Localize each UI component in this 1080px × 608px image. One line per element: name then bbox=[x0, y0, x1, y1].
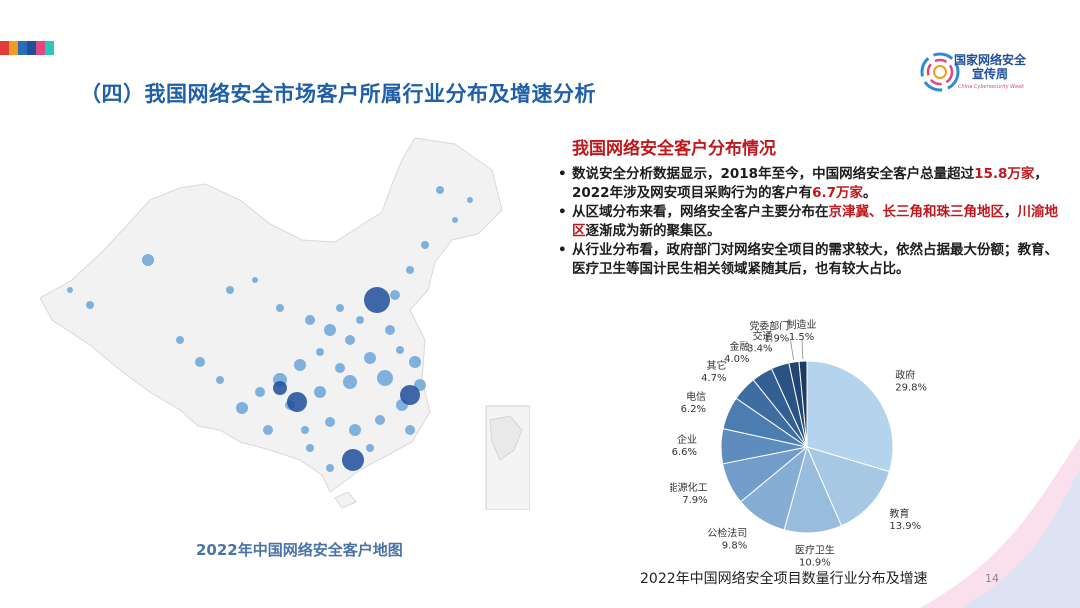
logo-line-1: 国家网络安全 bbox=[953, 53, 1026, 67]
decorative-color-bar bbox=[0, 41, 54, 55]
leader-line bbox=[790, 340, 794, 361]
decorative-swoosh bbox=[920, 438, 1080, 608]
bullet-text: 。 bbox=[863, 185, 877, 201]
bullet-list: • 数说安全分析数据显示，2018年至今，中国网络安全客户总量超过15.8万家，… bbox=[558, 165, 1058, 279]
slice-label: 能源化工 bbox=[670, 481, 708, 494]
bullet-dot-icon: • bbox=[558, 204, 567, 220]
slice-label: 公检法司 bbox=[707, 526, 747, 539]
china-map-outline bbox=[39, 137, 503, 493]
logo-ring-icon bbox=[920, 52, 960, 92]
slice-value: 9.8% bbox=[722, 540, 747, 551]
highlight-regions: 京津冀、长三角和珠三角地区 bbox=[828, 204, 1005, 220]
bullet-text: 从区域分布来看，网络安全客户主要分布在 bbox=[572, 204, 829, 220]
slice-value: 3.4% bbox=[747, 344, 772, 355]
slice-label: 电信 bbox=[686, 390, 706, 403]
leader-line bbox=[801, 339, 804, 360]
hainan-island bbox=[334, 491, 357, 509]
major-hub-bubbles bbox=[273, 287, 420, 471]
bullet-dot-icon: • bbox=[558, 166, 567, 182]
slice-value: 29.8% bbox=[895, 382, 927, 393]
section-title: 我国网络安全客户分布情况 bbox=[572, 139, 776, 159]
slice-value: 4.7% bbox=[701, 373, 726, 384]
pie-slices bbox=[720, 360, 894, 534]
customer-bubbles bbox=[67, 186, 473, 472]
deco-block bbox=[9, 41, 18, 55]
slice-value: 6.6% bbox=[672, 447, 697, 458]
shanghai-bubble bbox=[400, 385, 420, 405]
slice-value: 4.0% bbox=[724, 354, 749, 365]
slice-label: 其它 bbox=[706, 359, 726, 372]
page-number: 14 bbox=[985, 572, 999, 585]
pie-slice-11 bbox=[798, 360, 808, 448]
china-customer-map bbox=[39, 137, 530, 510]
bullet-text: ， bbox=[1004, 204, 1018, 220]
pie-leader-lines bbox=[790, 339, 804, 361]
deco-block bbox=[0, 41, 9, 55]
inset-coast bbox=[489, 415, 523, 461]
deco-block bbox=[45, 41, 54, 55]
slice-label: 企业 bbox=[677, 433, 697, 446]
slice-value: 6.2% bbox=[681, 404, 706, 415]
slice-value: 1.9% bbox=[764, 333, 789, 344]
deco-block bbox=[27, 41, 36, 55]
map-caption: 2022年中国网络安全客户地图 bbox=[196, 541, 403, 559]
slice-label: 政府 bbox=[895, 368, 915, 381]
slice-label: 党委部门 bbox=[749, 319, 789, 332]
bullet-dot-icon: • bbox=[558, 242, 567, 258]
slice-value: 1.5% bbox=[789, 332, 814, 343]
bullet-text: 逐渐成为新的聚集区。 bbox=[585, 223, 721, 239]
highlight-chuanyu: 川渝地区 bbox=[572, 204, 1058, 239]
slide-title: （四）我国网络安全市场客户所属行业分布及增速分析 bbox=[80, 82, 596, 106]
bullet-item-region: • 从区域分布来看，网络安全客户主要分布在京津冀、长三角和珠三角地区，川渝地区逐… bbox=[558, 203, 1058, 241]
pie-slice-1 bbox=[806, 446, 891, 527]
deco-block bbox=[36, 41, 45, 55]
chengdu-bubble bbox=[273, 381, 287, 395]
bullet-item-total: • 数说安全分析数据显示，2018年至今，中国网络安全客户总量超过15.8万家，… bbox=[558, 165, 1058, 203]
slice-label: 金融 bbox=[730, 340, 750, 353]
slice-label: 交通 bbox=[753, 330, 773, 343]
cybersecurity-week-logo: 国家网络安全 宣传周 China Cybersecurity Week bbox=[918, 44, 1038, 100]
bullet-text: 数说安全分析数据显示，2018年至今，中国网络安全客户总量超过 bbox=[572, 166, 975, 182]
slice-value: 7.9% bbox=[682, 495, 707, 506]
guangzhou-bubble bbox=[342, 449, 364, 471]
slice-value: 13.9% bbox=[889, 521, 921, 532]
logo-line-2: 宣传周 bbox=[971, 67, 1008, 81]
pie-slice-0 bbox=[806, 360, 894, 473]
highlight-2022-customers: 6.7万家 bbox=[812, 185, 863, 201]
deco-block bbox=[18, 41, 27, 55]
slice-label: 制造业 bbox=[787, 318, 817, 331]
bullet-text: 从行业分布看，政府部门对网络安全项目的需求较大，依然占据最大份额；教育、医疗卫生… bbox=[572, 242, 1058, 277]
logo-line-3: China Cybersecurity Week bbox=[958, 84, 1025, 90]
beijing-bubble bbox=[364, 287, 390, 313]
slice-value: 10.9% bbox=[799, 558, 831, 569]
bullet-item-industry: • 从行业分布看，政府部门对网络安全项目的需求较大，依然占据最大份额；教育、医疗… bbox=[558, 241, 1058, 279]
chongqing-bubble bbox=[287, 392, 307, 412]
highlight-total-customers: 15.8万家 bbox=[974, 166, 1035, 182]
slice-label: 教育 bbox=[889, 507, 909, 520]
pie-chart-title: 2022年中国网络安全项目数量行业分布及增速 bbox=[640, 571, 928, 587]
bullet-text: ，2022年涉及网安项目采购行为的客户有 bbox=[572, 166, 1048, 201]
slice-label: 医疗卫生 bbox=[795, 544, 835, 557]
